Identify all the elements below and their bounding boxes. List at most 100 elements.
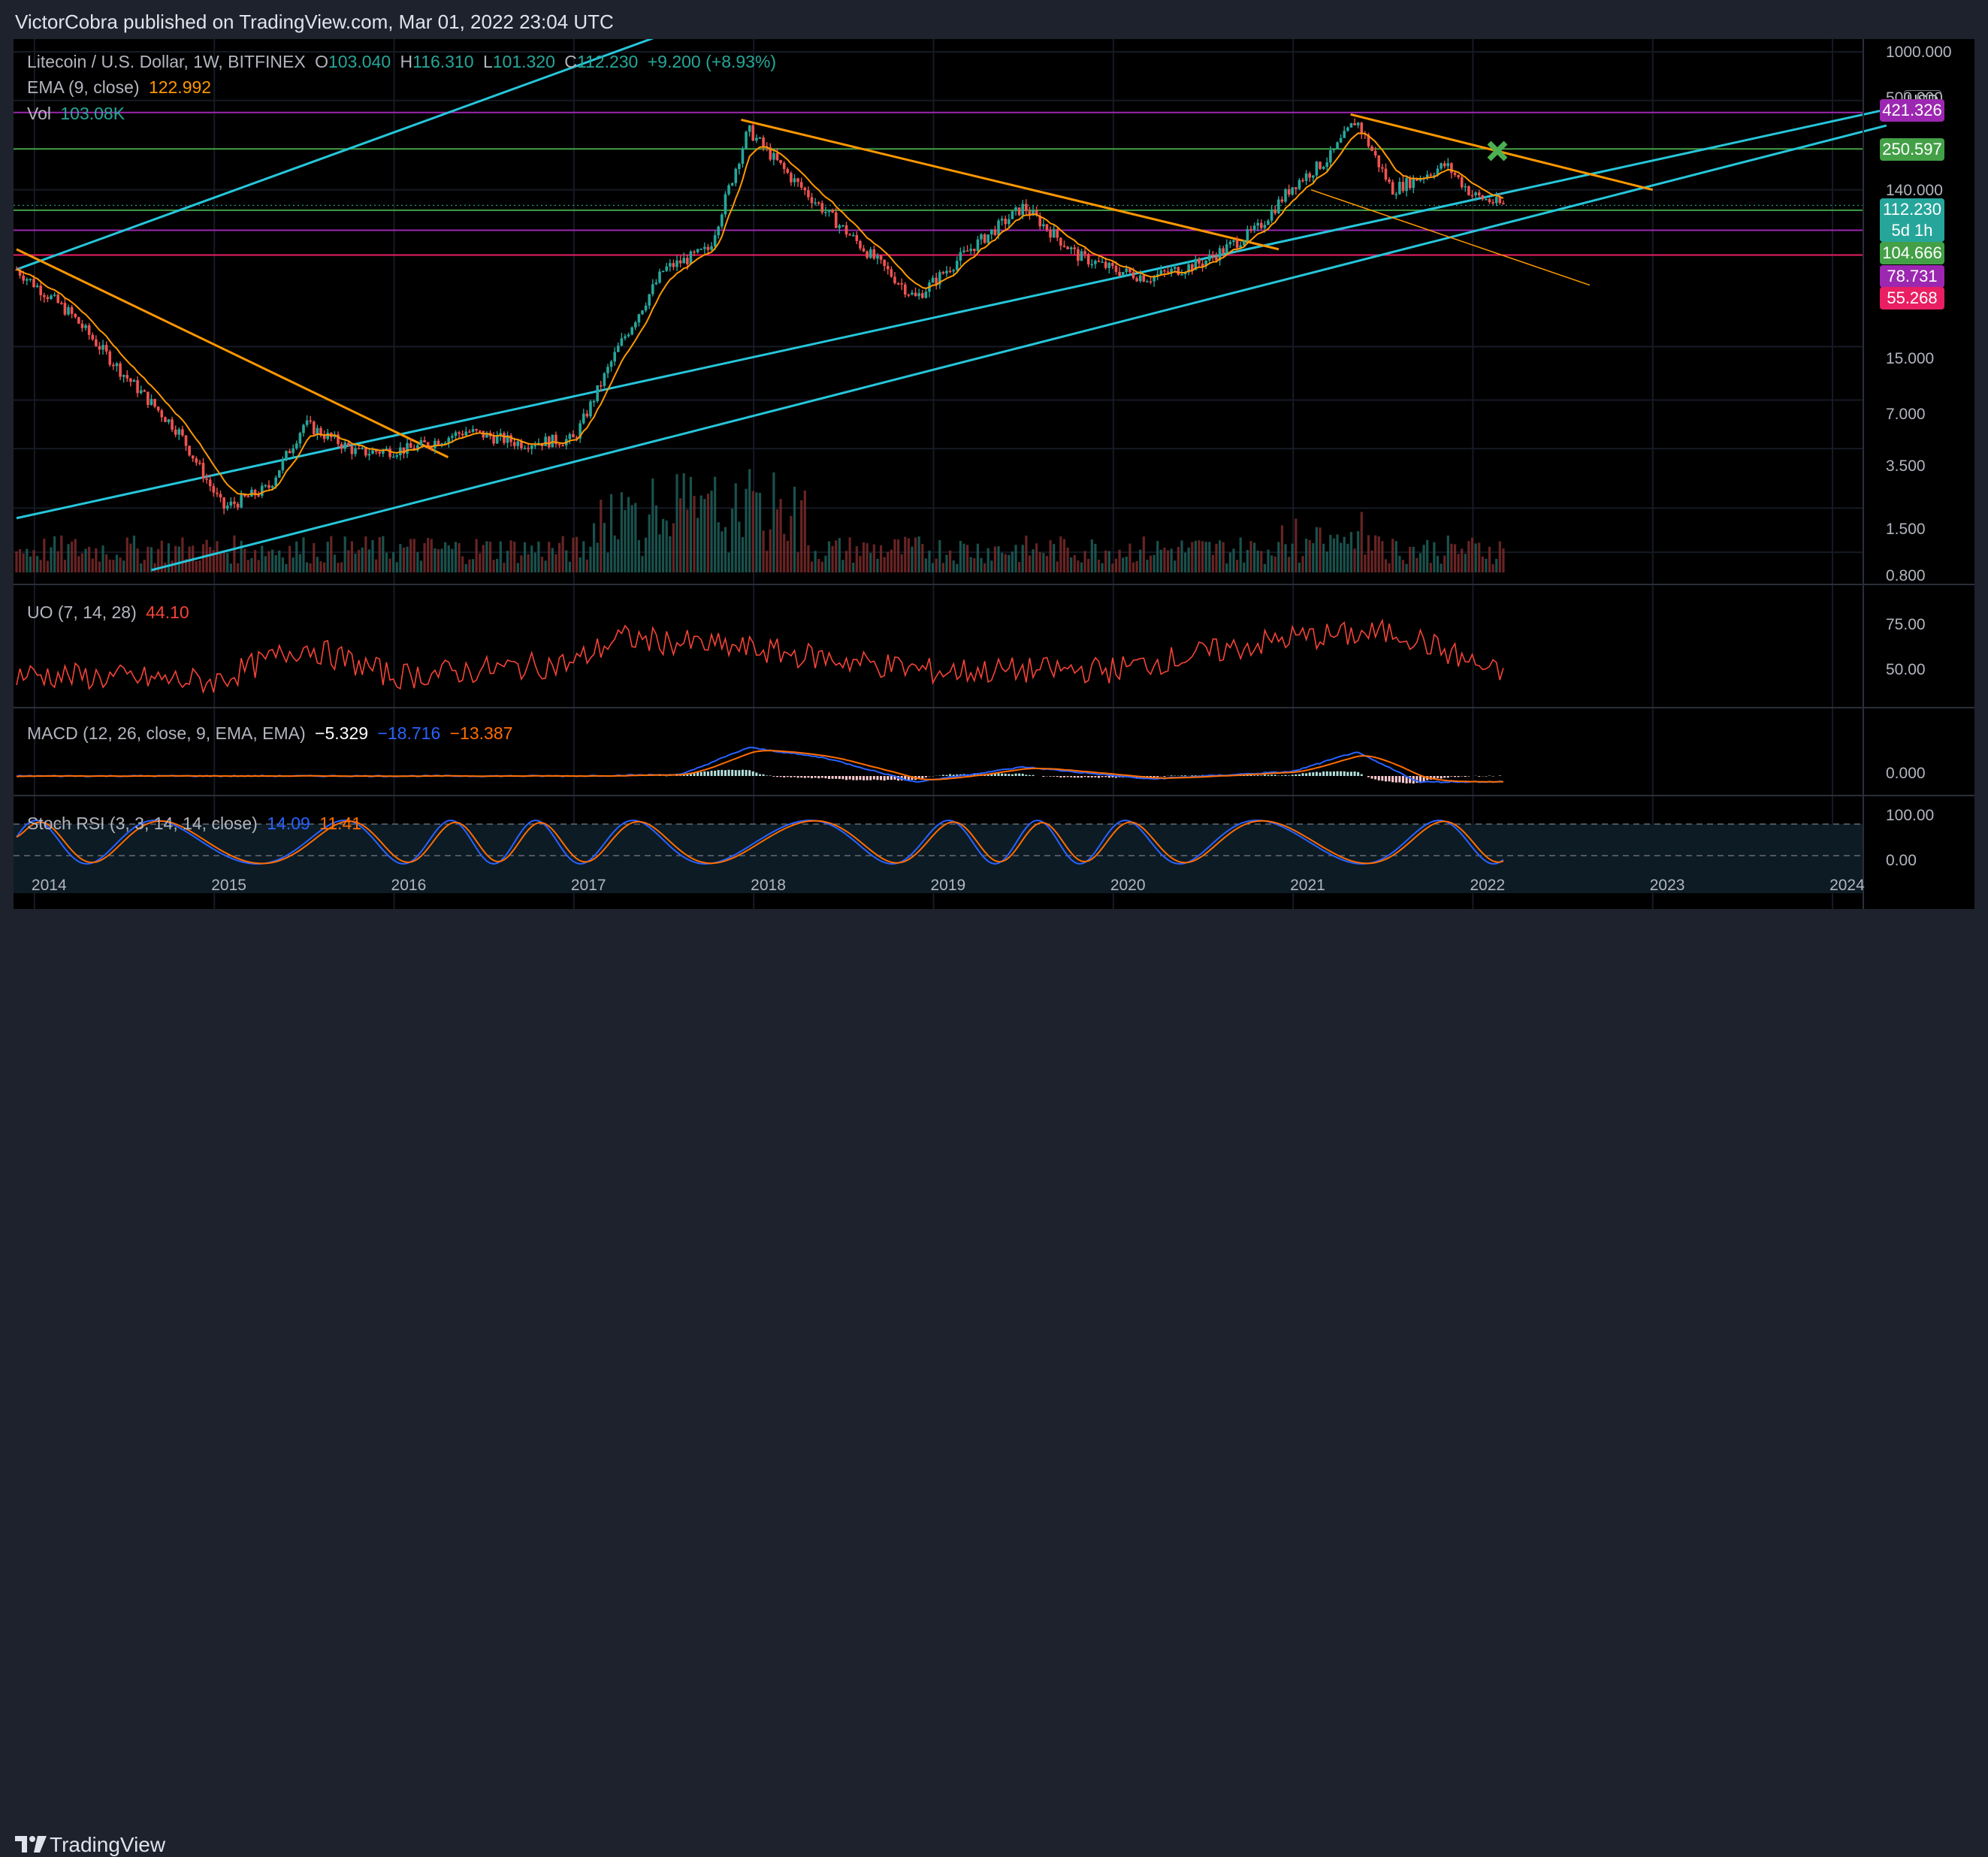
candle-body xyxy=(1471,195,1474,197)
volume-bar xyxy=(849,537,851,572)
volume-bar xyxy=(876,559,878,572)
macd-label[interactable]: MACD (12, 26, close, 9, EMA, EMA) xyxy=(27,723,306,743)
macd-hist-bar xyxy=(793,776,796,777)
candle-body xyxy=(1101,261,1104,263)
macd-hist-bar xyxy=(998,774,1000,776)
volume-bar xyxy=(707,494,709,572)
volume-bar xyxy=(983,563,986,572)
header-bar: VictorCobra published on TradingView.com… xyxy=(0,0,1988,39)
candle-body xyxy=(88,325,91,335)
chart-svg[interactable] xyxy=(14,39,1974,909)
volume-bar xyxy=(911,547,913,572)
candle-body xyxy=(195,458,198,463)
volume-bar xyxy=(406,547,408,572)
macd-hist-bar xyxy=(949,775,951,776)
volume-bar xyxy=(29,557,32,572)
candle-body xyxy=(475,429,478,430)
volume-bar xyxy=(1087,559,1089,572)
price-tick: 7.000 xyxy=(1886,406,1926,424)
symbol-legend[interactable]: Litecoin / U.S. Dollar, 1W, BITFINEX O10… xyxy=(27,52,781,72)
volume-bar xyxy=(340,562,343,572)
price-tick: 0.800 xyxy=(1886,567,1926,585)
macd-hist-bar xyxy=(1032,775,1035,776)
volume-bar xyxy=(361,548,364,572)
candle-body xyxy=(74,314,77,317)
candle-body xyxy=(1450,163,1453,173)
volume-bar xyxy=(396,562,398,572)
stoch-label[interactable]: Stoch RSI (3, 3, 14, 14, close) xyxy=(27,814,258,833)
volume-bar xyxy=(233,536,235,572)
macd-hist-bar xyxy=(1398,776,1400,782)
candle-body xyxy=(1405,178,1408,192)
macd-hist-bar xyxy=(1357,772,1359,776)
tradingview-logo-icon[interactable] xyxy=(15,1834,47,1854)
vol-label[interactable]: Vol xyxy=(27,104,51,123)
candle-body xyxy=(267,485,270,488)
candle-body xyxy=(1115,266,1118,272)
macd-hist-bar xyxy=(1087,776,1089,778)
macd-hist-bar xyxy=(828,776,830,779)
ema-legend[interactable]: EMA (9, close) 122.992 xyxy=(27,77,216,98)
volume-bar xyxy=(385,553,388,572)
uo-legend[interactable]: UO (7, 14, 28) 44.10 xyxy=(27,602,194,623)
volume-bar xyxy=(1039,552,1041,572)
candle-body xyxy=(1001,219,1004,221)
macd-hist-bar xyxy=(1464,776,1467,777)
volume-bar xyxy=(1492,564,1494,572)
target-x-marker[interactable] xyxy=(1489,143,1506,159)
stoch-d-value: 11.41 xyxy=(319,814,361,833)
candle-body xyxy=(900,283,903,285)
volume-bar xyxy=(129,544,131,572)
macd-hist-bar xyxy=(1070,776,1072,778)
volume-bar xyxy=(838,538,841,572)
volume-bar xyxy=(1350,532,1352,572)
macd-hist-bar xyxy=(1467,776,1470,777)
candle-body xyxy=(593,401,596,403)
candle-body xyxy=(803,188,806,190)
volume-bar xyxy=(271,550,273,572)
macd-hist-bar xyxy=(1267,775,1269,776)
candle-body xyxy=(1447,163,1450,166)
macd-hist-bar xyxy=(884,776,886,781)
candle-body xyxy=(727,186,730,195)
volume-bar xyxy=(1419,553,1422,572)
volume-bar xyxy=(1005,554,1007,572)
candle-body xyxy=(655,282,658,284)
candle-body xyxy=(980,234,983,240)
volume-bar xyxy=(932,563,934,572)
uo-label[interactable]: UO (7, 14, 28) xyxy=(27,602,137,622)
macd-hist-bar xyxy=(1319,772,1322,776)
volume-bar xyxy=(506,551,509,572)
volume-bar xyxy=(1309,540,1311,572)
candle-body xyxy=(1284,189,1287,202)
volume-bar xyxy=(209,547,211,572)
volume-bar xyxy=(416,552,418,572)
ema-label[interactable]: EMA (9, close) xyxy=(27,77,140,97)
candle-body xyxy=(1025,204,1028,212)
volume-bar xyxy=(237,563,239,572)
volume-bar xyxy=(534,553,536,572)
candle-body xyxy=(340,444,343,448)
candle-body xyxy=(952,270,955,271)
candle-body xyxy=(544,436,547,446)
candle-body xyxy=(192,455,195,458)
symbol-name[interactable]: Litecoin / U.S. Dollar, 1W, BITFINEX xyxy=(27,52,306,71)
candle-body xyxy=(136,380,139,393)
volume-bar xyxy=(545,560,547,572)
volume-bar xyxy=(793,487,796,572)
macd-hist-bar xyxy=(1309,772,1311,776)
volume-bar xyxy=(1298,563,1301,572)
macd-hist-bar xyxy=(873,776,875,780)
macd-hist-bar xyxy=(1305,773,1307,776)
chart-area[interactable]: Litecoin / U.S. Dollar, 1W, BITFINEX O10… xyxy=(14,39,1974,909)
drawing-lines[interactable] xyxy=(17,39,1887,570)
candle-body xyxy=(925,291,928,297)
vol-legend[interactable]: Vol 103.08K xyxy=(27,104,129,124)
macd-hist-bar xyxy=(790,776,792,778)
tradingview-brand[interactable]: TradingView xyxy=(50,1833,165,1857)
macd-legend[interactable]: MACD (12, 26, close, 9, EMA, EMA) −5.329… xyxy=(27,723,517,744)
stoch-legend[interactable]: Stoch RSI (3, 3, 14, 14, close) 14.09 11… xyxy=(27,814,366,834)
volume-bar xyxy=(651,479,654,572)
volume-bar xyxy=(1225,563,1228,572)
volume-bar xyxy=(444,542,446,572)
